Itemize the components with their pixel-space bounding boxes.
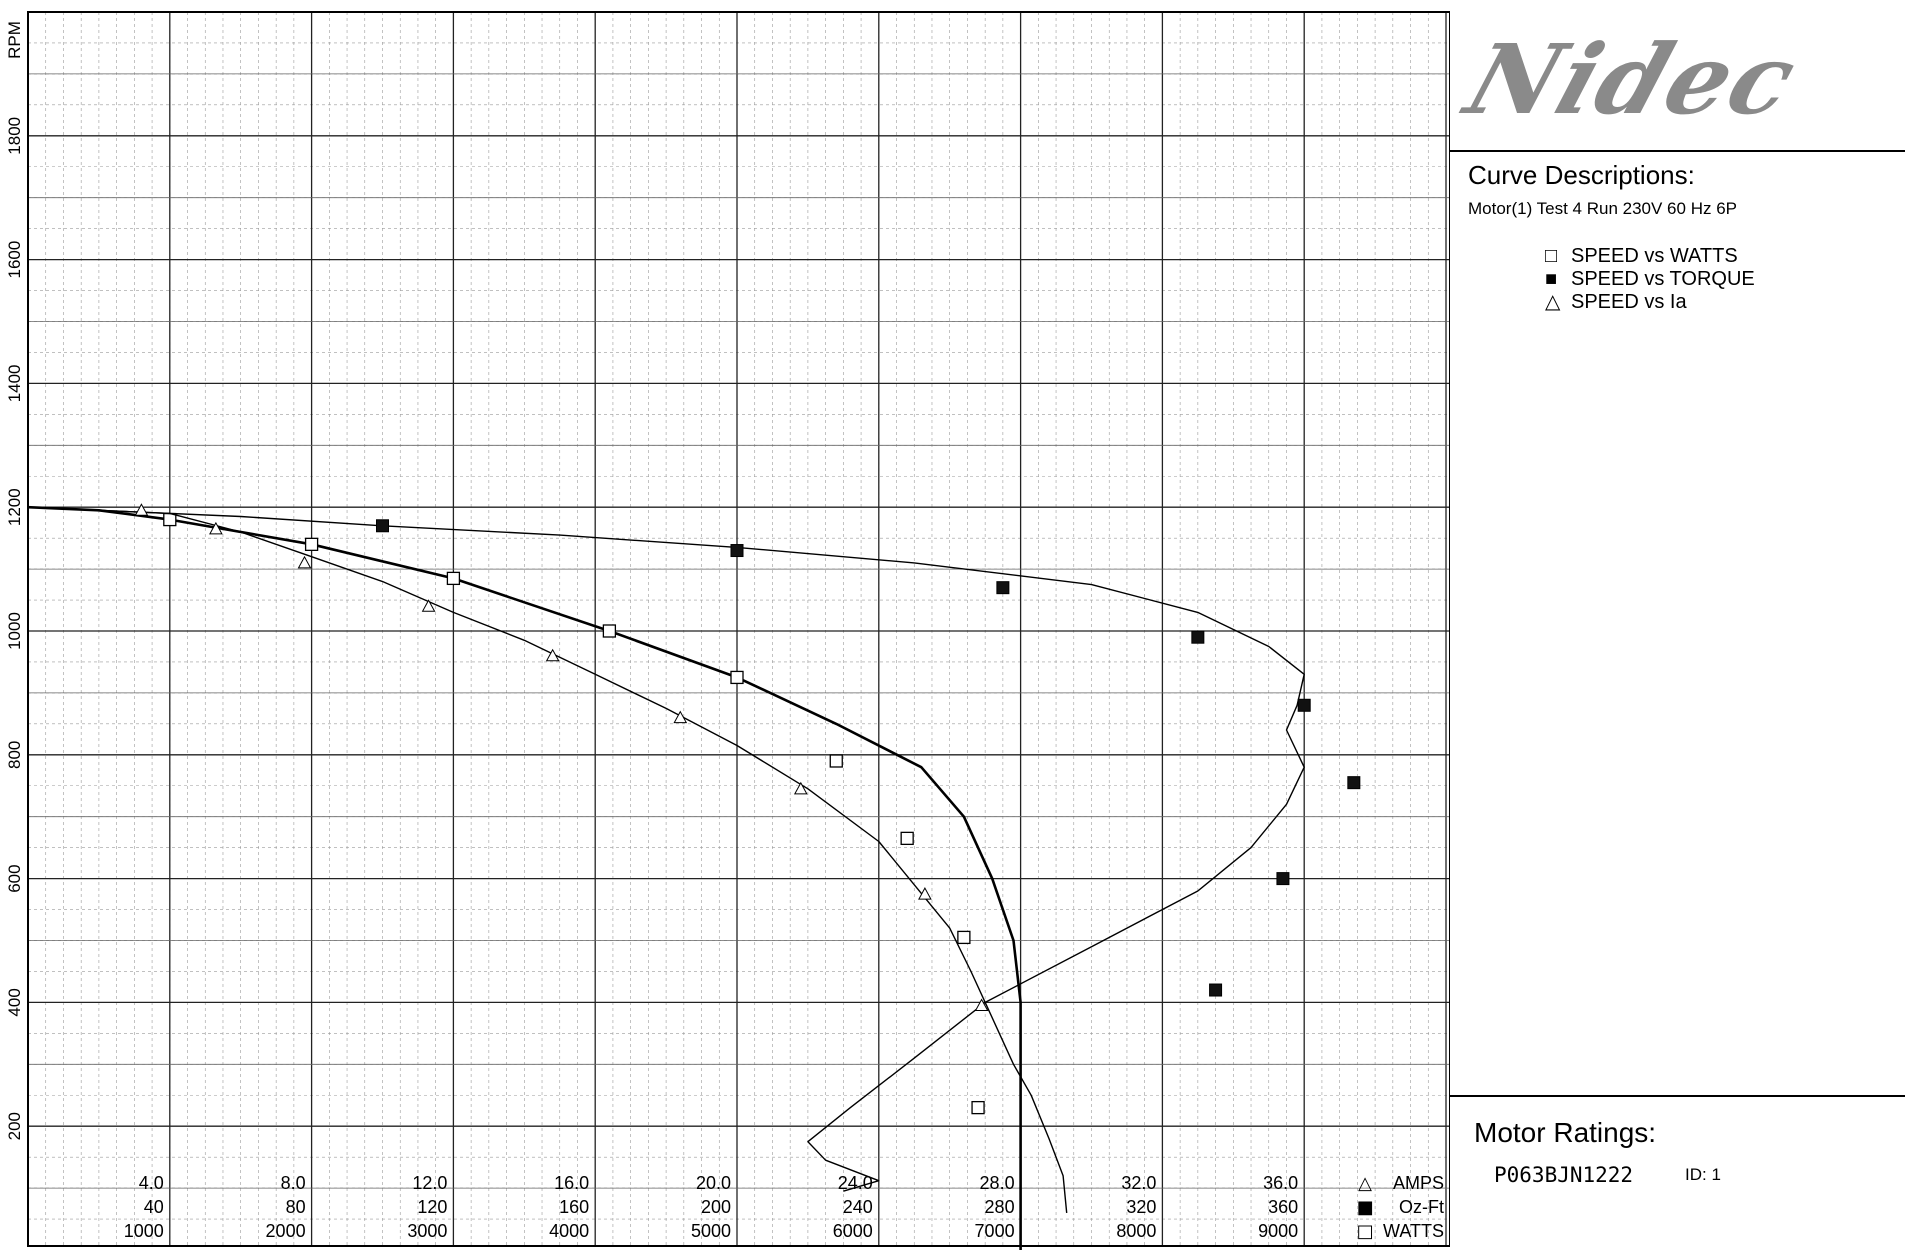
y-tick-label: 200	[5, 1112, 24, 1140]
data-point-open-triangle	[918, 887, 932, 900]
data-point-filled-square	[996, 581, 1010, 595]
curve-descriptions-title: Curve Descriptions:	[1468, 160, 1695, 190]
data-point-open-triangle	[974, 998, 989, 1011]
data-point-open-triangle	[297, 555, 312, 569]
x-tick-label: 80	[286, 1197, 306, 1217]
series-line	[27, 506, 1305, 1192]
data-point-open-triangle	[793, 781, 808, 795]
x-tick-label: 5000	[691, 1221, 731, 1241]
chart-area: 200 400 600 800 1000 1200 1400 1600 1800 RPM 4.0 8.…	[5, 11, 1450, 1250]
x-tick-label: 4.0	[139, 1173, 164, 1193]
y-tick-label: 600	[5, 864, 24, 892]
y-tick-label: 1200	[5, 488, 24, 526]
x-tick-label: 280	[985, 1197, 1015, 1217]
legend-item-ia: △ SPEED vs Ia	[1545, 291, 1755, 314]
data-point-open-square	[900, 831, 914, 846]
data-point-open-square	[971, 1100, 985, 1115]
series-line	[27, 506, 1068, 1213]
x-tick-label: 120	[417, 1197, 447, 1217]
x-tick-label: 8000	[1116, 1221, 1156, 1241]
logo-box: Nidec	[1450, 15, 1905, 152]
data-point-filled-square	[1297, 698, 1311, 712]
y-tick-label: 1600	[5, 241, 24, 279]
data-point-open-square	[957, 930, 971, 945]
x-tick-label: 9000	[1258, 1221, 1298, 1241]
y-tick-label: 1000	[5, 612, 24, 650]
x-axis-marker-icon: □	[1357, 1221, 1374, 1242]
x-axis-unit-label: WATTS	[1383, 1221, 1444, 1241]
open-triangle-icon: △	[1545, 291, 1561, 313]
x-axis-marker-icon: ■	[1357, 1197, 1374, 1218]
x-tick-label: 8.0	[281, 1173, 306, 1193]
x-tick-label: 20.0	[696, 1173, 731, 1193]
data-point-filled-square	[730, 544, 744, 558]
data-point-filled-square	[1209, 983, 1223, 997]
x-tick-label: 3000	[407, 1221, 447, 1241]
y-tick-label: 1800	[5, 117, 24, 155]
motor-model-number: P063BJN1222	[1494, 1163, 1634, 1187]
data-point-open-square	[446, 571, 461, 586]
x-tick-label: 2000	[266, 1221, 306, 1241]
legend-item-torque: ■ SPEED vs TORQUE	[1545, 268, 1755, 291]
curve-subtitle: Motor(1) Test 4 Run 230V 60 Hz 6P	[1468, 199, 1737, 218]
y-tick-label: 400	[5, 988, 24, 1016]
data-point-filled-square	[1276, 872, 1290, 886]
x-tick-label: 360	[1268, 1197, 1298, 1217]
filled-square-icon: ■	[1545, 268, 1558, 290]
y-axis-label: RPM	[5, 21, 24, 59]
x-tick-label: 32.0	[1121, 1173, 1156, 1193]
grid	[27, 11, 1450, 1247]
x-tick-label: 240	[843, 1197, 873, 1217]
data-point-open-square	[163, 512, 177, 527]
data-point-open-triangle	[134, 503, 149, 516]
motor-ratings-title: Motor Ratings:	[1474, 1117, 1657, 1148]
x-tick-label: 28.0	[980, 1173, 1015, 1193]
x-tick-label: 6000	[833, 1221, 873, 1241]
data-point-open-square	[602, 624, 617, 638]
x-tick-label: 1000	[124, 1221, 164, 1241]
x-axis-unit-label: Oz-Ft	[1399, 1197, 1444, 1217]
x-axis-unit-label: AMPS	[1393, 1173, 1444, 1193]
x-tick-label: 12.0	[412, 1173, 447, 1193]
data-point-open-square	[304, 537, 319, 551]
x-tick-label: 320	[1126, 1197, 1156, 1217]
legend: □ SPEED vs WATTS ■ SPEED vs TORQUE △ SPEED …	[1545, 245, 1755, 314]
x-tick-label: 36.0	[1263, 1173, 1298, 1193]
data-point-filled-square	[376, 519, 389, 533]
x-tick-label: 4000	[549, 1221, 589, 1241]
data-point-open-square	[730, 670, 744, 685]
motor-id: ID: 1	[1685, 1165, 1721, 1184]
y-tick-label: 1400	[5, 364, 24, 402]
legend-item-watts: □ SPEED vs WATTS	[1545, 245, 1755, 268]
data-point-open-triangle	[545, 648, 560, 662]
x-axis-marker-icon: △	[1358, 1173, 1372, 1194]
right-panel: Nidec Curve Descriptions: Motor(1) Test …	[1450, 15, 1905, 1245]
x-tick-label: 24.0	[838, 1173, 873, 1193]
x-tick-label: 200	[701, 1197, 731, 1217]
data-point-open-triangle	[673, 710, 688, 724]
x-tick-label: 16.0	[554, 1173, 589, 1193]
plot-border	[27, 11, 1450, 1247]
open-square-icon: □	[1545, 245, 1558, 267]
x-tick-label: 40	[144, 1197, 164, 1217]
data-point-open-square	[829, 754, 843, 768]
legend-label: SPEED vs WATTS	[1571, 245, 1738, 267]
legend-label: SPEED vs Ia	[1571, 291, 1687, 313]
y-tick-label: 800	[5, 741, 24, 769]
data-point-open-triangle	[209, 521, 223, 535]
data-point-open-triangle	[421, 599, 436, 612]
data-point-filled-square	[1347, 776, 1361, 790]
x-tick-label: 7000	[975, 1221, 1015, 1241]
x-tick-label: 160	[559, 1197, 589, 1217]
nidec-logo: Nidec	[1453, 23, 1812, 136]
data-point-filled-square	[1191, 630, 1205, 644]
motor-ratings-box: Motor Ratings: P063BJN1222 ID: 1	[1450, 1095, 1905, 1247]
legend-label: SPEED vs TORQUE	[1571, 268, 1755, 290]
